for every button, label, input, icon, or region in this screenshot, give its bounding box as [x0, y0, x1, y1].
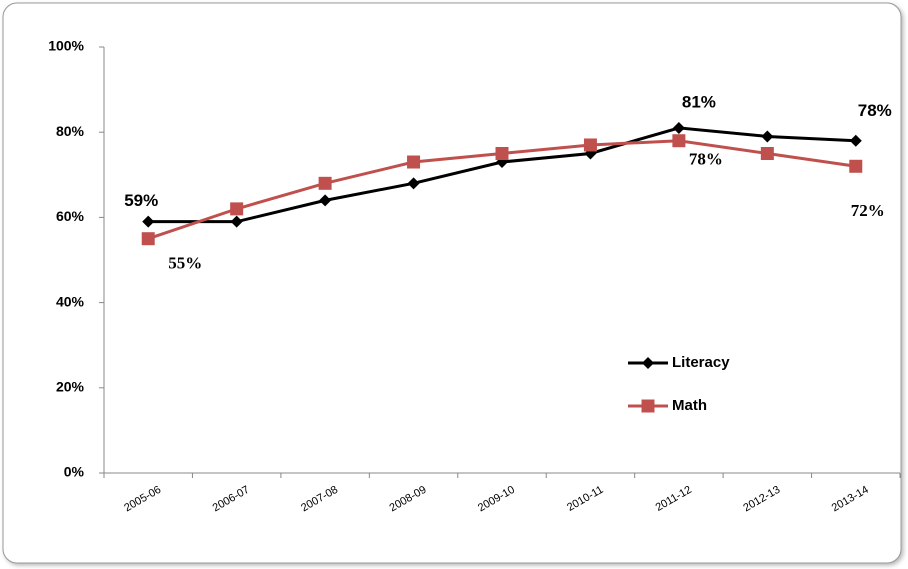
- y-tick-label: 80%: [56, 123, 85, 139]
- y-tick-label: 100%: [48, 38, 84, 54]
- data-label: 78%: [858, 101, 892, 120]
- data-point: [318, 176, 332, 190]
- data-label: 59%: [124, 191, 158, 210]
- data-point: [407, 155, 421, 169]
- data-label: 81%: [682, 92, 716, 111]
- y-tick-label: 0%: [64, 464, 85, 480]
- data-point: [761, 130, 774, 143]
- legend-label: Math: [672, 397, 707, 414]
- y-tick-label: 60%: [56, 208, 85, 224]
- chart-frame: [2, 2, 902, 564]
- data-point: [583, 138, 597, 152]
- data-point: [407, 177, 420, 190]
- y-tick-label: 40%: [56, 293, 85, 309]
- data-label: 78%: [689, 150, 723, 169]
- data-point: [319, 194, 332, 207]
- data-point: [849, 134, 862, 147]
- data-point: [495, 147, 509, 160]
- legend-marker: [641, 399, 655, 413]
- data-point: [760, 147, 774, 160]
- data-point: [230, 215, 243, 228]
- data-point: [672, 121, 685, 134]
- y-tick-label: 20%: [56, 379, 85, 395]
- data-point: [141, 232, 155, 246]
- data-point: [849, 159, 863, 173]
- data-point: [142, 215, 155, 228]
- data-label: 55%: [168, 254, 202, 273]
- legend-label: Literacy: [672, 354, 730, 371]
- data-label: 72%: [851, 201, 885, 220]
- data-point: [672, 134, 686, 148]
- legend-marker: [642, 357, 654, 369]
- data-point: [230, 202, 244, 216]
